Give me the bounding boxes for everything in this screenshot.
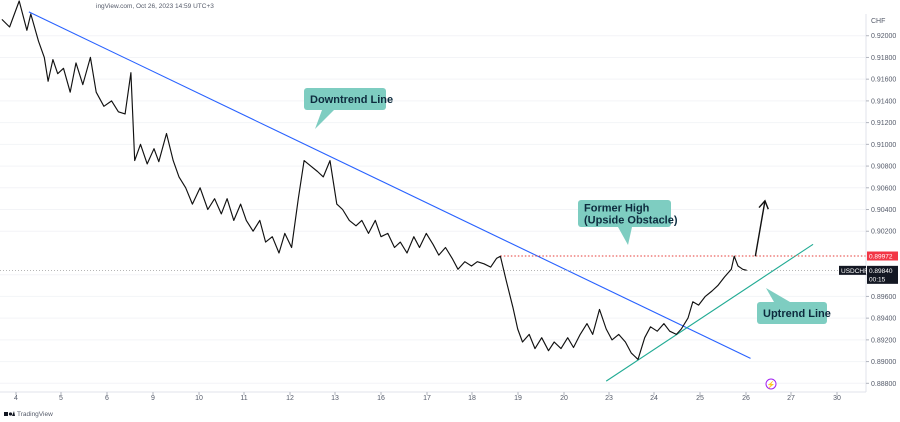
y-tick-label: 0.90200 xyxy=(871,229,896,236)
x-tick-label: 24 xyxy=(650,395,658,402)
x-tick-label: 4 xyxy=(14,395,18,402)
x-tick-label: 16 xyxy=(377,395,385,402)
ticker-tag: USDCHF xyxy=(841,268,868,275)
x-tick-label: 11 xyxy=(240,395,247,402)
price-tag-value: 0.89840 xyxy=(869,268,893,275)
x-tick-label: 5 xyxy=(59,395,63,402)
x-tick-label: 25 xyxy=(696,395,704,402)
y-tick-label: 0.90800 xyxy=(871,164,896,171)
usdchf-price-line[interactable] xyxy=(1,0,747,360)
source-stamp: ingView.com, Oct 26, 2023 14:59 UTC+3 xyxy=(96,3,214,10)
y-tick-label: 0.91600 xyxy=(871,77,896,84)
currency-label: CHF xyxy=(871,18,885,25)
callout-text: Former High xyxy=(584,203,650,215)
x-tick-label: 27 xyxy=(787,395,795,402)
y-tick-label: 0.88800 xyxy=(871,381,896,388)
x-tick-label: 13 xyxy=(331,395,339,402)
downtrend-trendline[interactable] xyxy=(28,11,751,359)
y-tick-label: 0.89400 xyxy=(871,316,896,323)
y-tick-label: 0.92000 xyxy=(871,33,896,40)
y-tick-label: 0.91200 xyxy=(871,120,896,127)
uptrend-trendline[interactable] xyxy=(605,243,814,382)
callout-text: Downtrend Line xyxy=(310,94,393,106)
x-tick-label: 23 xyxy=(605,395,613,402)
y-tick-label: 0.90600 xyxy=(871,185,896,192)
y-tick-label: 0.90400 xyxy=(871,207,896,214)
x-tick-label: 12 xyxy=(286,395,294,402)
x-tick-label: 18 xyxy=(468,395,476,402)
tradingview-icon xyxy=(4,411,15,416)
bar-countdown: 00:15 xyxy=(869,276,886,283)
tradingview-wordmark: TradingView xyxy=(17,411,53,418)
x-tick-label: 19 xyxy=(514,395,522,402)
y-tick-label: 0.91000 xyxy=(871,142,896,149)
former-high-price-label: 0.89972 xyxy=(867,251,898,261)
price-tag-value: 0.89972 xyxy=(869,254,893,261)
x-tick-label: 10 xyxy=(195,395,203,402)
y-tick-label: 0.89200 xyxy=(871,337,896,344)
callout-text: Uptrend Line xyxy=(763,308,831,320)
lightning-icon: ⚡ xyxy=(767,380,776,389)
event-marker[interactable]: ⚡ xyxy=(765,378,777,390)
former-high-callout[interactable]: Former High(Upside Obstacle) xyxy=(578,200,678,245)
downtrend-callout[interactable]: Downtrend Line xyxy=(304,88,393,129)
upside-target-arrow[interactable] xyxy=(754,199,769,257)
x-tick-label: 30 xyxy=(833,395,841,402)
x-tick-label: 26 xyxy=(742,395,750,402)
uptrend-callout[interactable]: Uptrend Line xyxy=(757,288,831,324)
callout-text: (Upside Obstacle) xyxy=(584,215,678,227)
x-tick-label: 20 xyxy=(560,395,568,402)
y-tick-label: 0.91800 xyxy=(871,55,896,62)
x-tick-label: 17 xyxy=(423,395,431,402)
tradingview-logo[interactable]: TradingView xyxy=(4,411,53,418)
y-tick-label: 0.91400 xyxy=(871,98,896,105)
x-tick-label: 9 xyxy=(151,395,155,402)
time-axis[interactable]: 4 5 6 9 10 11 12 13 16 17 18 19 20 23 24 25 26 27 30 xyxy=(14,392,841,402)
x-tick-label: 6 xyxy=(105,395,109,402)
y-tick-label: 0.89000 xyxy=(871,359,896,366)
y-tick-label: 0.89600 xyxy=(871,294,896,301)
event-marker-ring xyxy=(765,378,777,390)
